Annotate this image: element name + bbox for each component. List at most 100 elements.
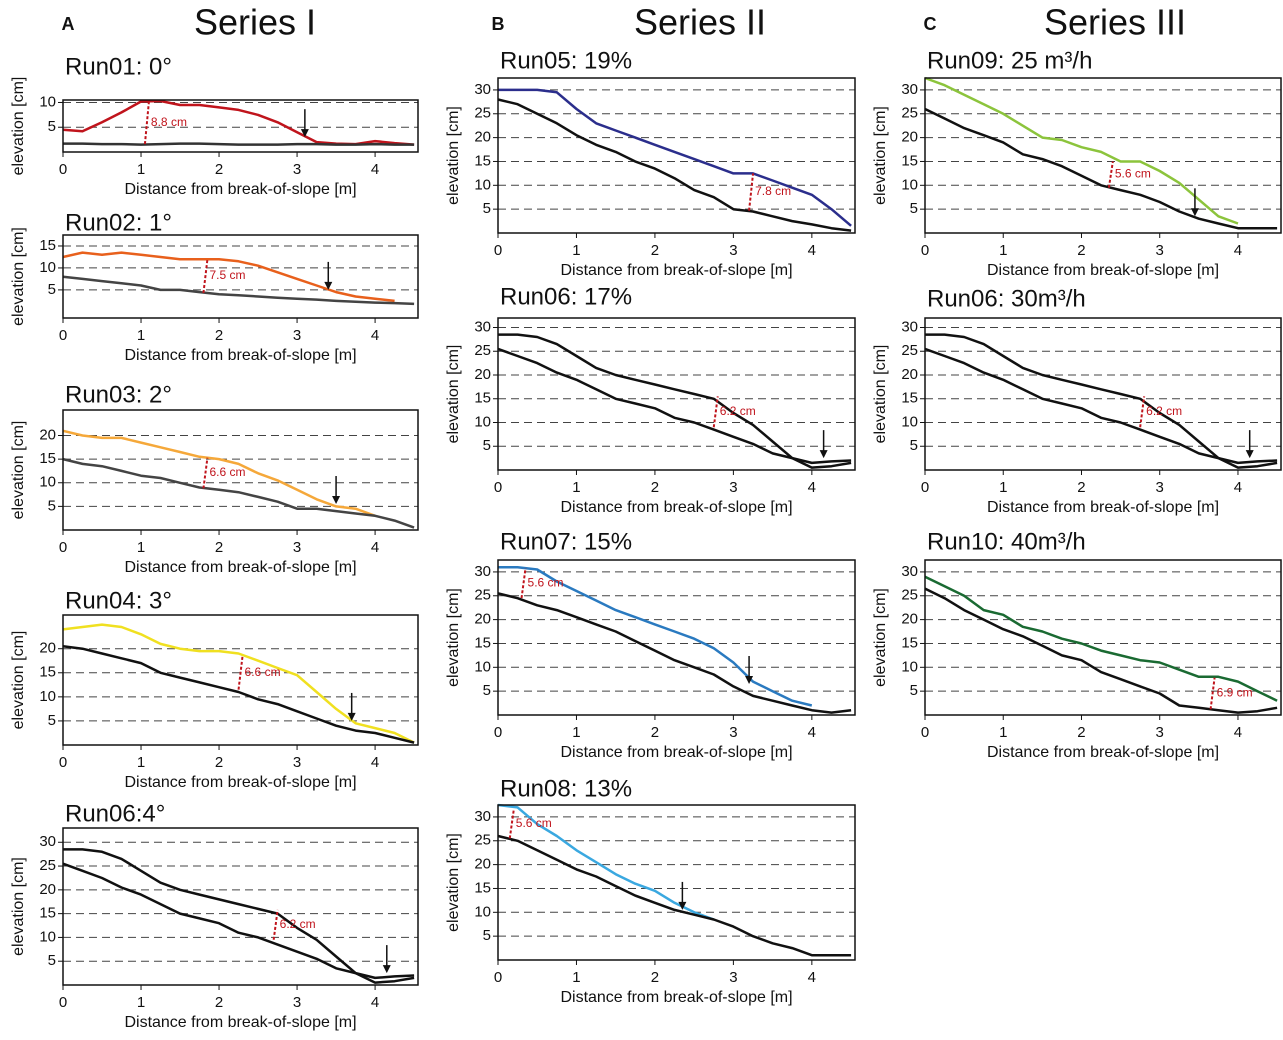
- x-tick-label: 3: [729, 479, 737, 496]
- arrow-head: [678, 901, 687, 910]
- chart-title: Run04: 3°: [65, 587, 172, 614]
- elevation-line: [497, 347, 852, 469]
- x-tick-label: 2: [1077, 724, 1085, 741]
- plot-frame: [62, 234, 419, 319]
- x-tick-label: 2: [215, 161, 223, 178]
- x-tick-label: 3: [1156, 724, 1164, 741]
- x-tick-label: 2: [215, 754, 223, 771]
- x-tick-label: 0: [59, 539, 67, 556]
- y-axis-label: elevation [cm]: [872, 588, 889, 687]
- y-axis-label: elevation [cm]: [445, 345, 462, 444]
- x-tick-label: 0: [921, 479, 929, 496]
- y-tick-label: 10: [39, 688, 56, 705]
- y-axis-label: elevation [cm]: [10, 631, 27, 730]
- y-axis-label: elevation [cm]: [10, 77, 27, 176]
- y-tick-label: 20: [474, 129, 491, 146]
- y-tick-label: 15: [901, 152, 918, 169]
- elevation-line: [498, 88, 852, 227]
- y-tick-label: 25: [901, 587, 918, 604]
- x-tick-label: 4: [808, 969, 816, 986]
- y-tick-label: 10: [39, 474, 56, 491]
- elevation-line: [62, 275, 415, 306]
- chart-title: Run06: 17%: [500, 283, 632, 310]
- x-tick-label: 0: [494, 479, 502, 496]
- y-tick-label: 30: [901, 81, 918, 98]
- y-tick-label: 5: [483, 927, 491, 944]
- x-tick-label: 3: [293, 539, 301, 556]
- gap-label: 6.2 cm: [1146, 404, 1182, 418]
- x-tick-label: 1: [999, 724, 1007, 741]
- y-tick-label: 30: [474, 808, 491, 825]
- x-tick-label: 4: [371, 161, 379, 178]
- y-tick-label: 10: [474, 903, 491, 920]
- x-tick-label: 0: [59, 327, 67, 344]
- x-tick-label: 4: [808, 479, 816, 496]
- y-tick-label: 10: [901, 658, 918, 675]
- x-tick-label: 3: [293, 161, 301, 178]
- x-axis-label: Distance from break-of-slope [m]: [987, 744, 1219, 761]
- elevation-line: [497, 803, 715, 921]
- column-title: Series I: [194, 2, 316, 43]
- gap-marker: [272, 909, 279, 940]
- gap-label: 5.6 cm: [1115, 167, 1151, 181]
- arrow-head: [1190, 208, 1199, 217]
- y-tick-label: 10: [39, 93, 56, 110]
- y-tick-label: 25: [474, 832, 491, 849]
- x-tick-label: 0: [59, 754, 67, 771]
- chart-title: Run09: 25 m³/h: [927, 47, 1092, 74]
- elevation-line: [62, 251, 395, 303]
- arrow-head: [1245, 450, 1254, 459]
- elevation-line: [62, 623, 415, 744]
- y-tick-label: 15: [39, 664, 56, 681]
- y-tick-label: 15: [474, 634, 491, 651]
- gap-marker: [520, 567, 527, 599]
- gap-label: 8.8 cm: [151, 115, 187, 129]
- x-tick-label: 3: [729, 969, 737, 986]
- elevation-line: [924, 587, 1278, 714]
- chart-title: Run08: 13%: [500, 775, 632, 802]
- x-tick-label: 0: [59, 994, 67, 1011]
- chart-title: Run01: 0°: [65, 53, 172, 80]
- y-axis-label: elevation [cm]: [10, 227, 27, 326]
- column-title: Series III: [1044, 2, 1186, 43]
- chart-title: Run02: 1°: [65, 209, 172, 236]
- x-tick-label: 3: [1156, 242, 1164, 259]
- y-tick-label: 30: [901, 563, 918, 580]
- y-tick-label: 30: [39, 833, 56, 850]
- x-tick-label: 1: [572, 969, 580, 986]
- x-axis-label: Distance from break-of-slope [m]: [124, 181, 356, 198]
- y-tick-label: 15: [474, 152, 491, 169]
- x-axis-label: Distance from break-of-slope [m]: [124, 559, 356, 576]
- x-axis-label: Distance from break-of-slope [m]: [124, 1014, 356, 1031]
- arrow-head: [332, 496, 341, 505]
- x-tick-label: 2: [215, 994, 223, 1011]
- gap-marker: [143, 101, 150, 145]
- x-tick-label: 2: [215, 327, 223, 344]
- y-tick-label: 20: [39, 426, 56, 443]
- y-tick-label: 5: [910, 682, 918, 699]
- plot-frame: [924, 559, 1282, 716]
- x-tick-label: 0: [494, 969, 502, 986]
- gap-marker: [1139, 396, 1146, 428]
- x-tick-label: 2: [651, 479, 659, 496]
- y-axis-label: elevation [cm]: [445, 106, 462, 205]
- y-tick-label: 5: [48, 497, 56, 514]
- x-tick-label: 1: [999, 479, 1007, 496]
- y-tick-label: 10: [474, 658, 491, 675]
- x-tick-label: 3: [293, 754, 301, 771]
- y-axis-label: elevation [cm]: [445, 833, 462, 932]
- elevation-line: [497, 834, 852, 957]
- elevation-line: [924, 76, 1239, 225]
- x-tick-label: 4: [808, 724, 816, 741]
- y-axis-label: elevation [cm]: [872, 345, 889, 444]
- y-tick-label: 5: [48, 952, 56, 969]
- x-tick-label: 3: [1156, 479, 1164, 496]
- x-tick-label: 2: [1077, 479, 1085, 496]
- elevation-line: [924, 347, 1278, 469]
- elevation-line: [62, 429, 376, 517]
- x-tick-label: 1: [572, 242, 580, 259]
- x-axis-label: Distance from break-of-slope [m]: [987, 262, 1219, 279]
- arrow-head: [324, 281, 333, 290]
- gap-label: 6.6 cm: [209, 465, 245, 479]
- y-tick-label: 10: [39, 928, 56, 945]
